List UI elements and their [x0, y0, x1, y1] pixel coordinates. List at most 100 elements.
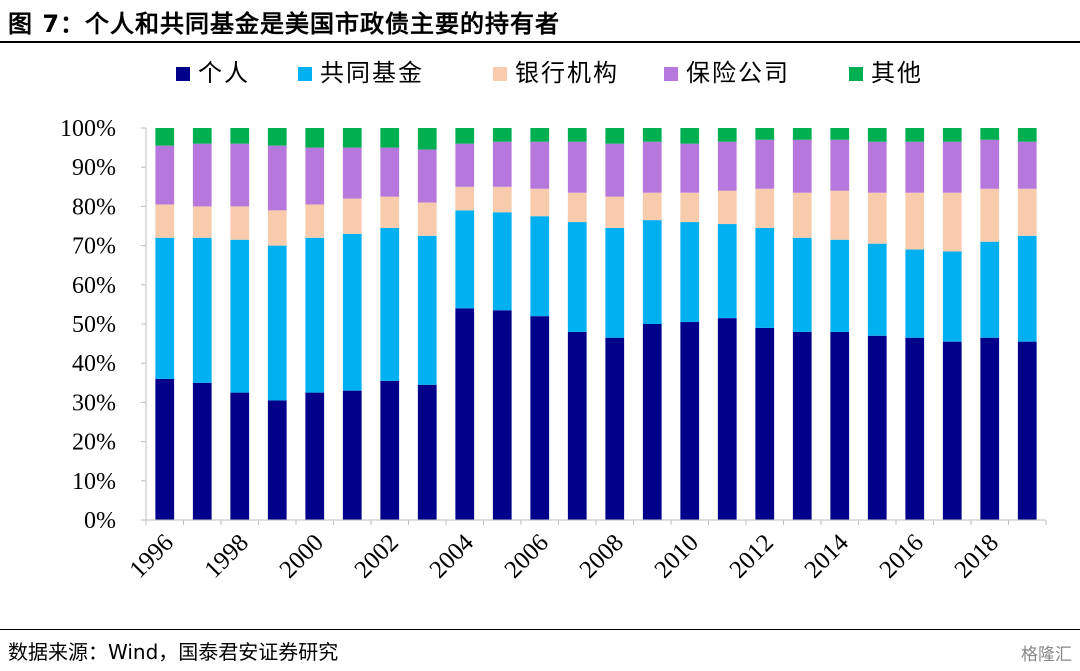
legend-label-2: 共同基金 [320, 59, 424, 87]
bar-2013-series-3 [792, 192, 812, 238]
bar-2016-series-4 [905, 141, 925, 193]
bar-2008-series-1 [605, 337, 625, 520]
bar-1998-series-2 [230, 239, 250, 393]
bar-2007-series-5 [567, 128, 587, 142]
watermark-logo: 格隆汇 [1021, 645, 1072, 665]
bar-2001-series-1 [342, 390, 362, 520]
legend-swatch-5 [849, 67, 863, 81]
figure-title: 图 7：个人和共同基金是美国市政债主要的持有者 [8, 10, 561, 38]
bar-2011-series-3 [717, 190, 737, 225]
x-tick-label-1998: 1998 [200, 529, 254, 583]
x-tick-label-2012: 2012 [725, 529, 779, 583]
bar-2018-series-1 [980, 337, 1000, 520]
bar-2012-series-5 [755, 128, 775, 140]
bar-1997-series-5 [192, 128, 212, 144]
bar-2006-series-3 [530, 188, 550, 217]
x-tick-label-1996: 1996 [125, 529, 179, 583]
bar-2002-series-3 [380, 196, 400, 228]
bar-2013-series-1 [792, 331, 812, 520]
bar-2018-series-3 [980, 188, 1000, 242]
y-tick-label: 90% [72, 155, 116, 181]
bar-2010-series-3 [680, 192, 700, 223]
bar-2004-series-2 [455, 210, 475, 309]
x-tick-label-2014: 2014 [800, 529, 855, 584]
bar-2000-series-1 [305, 392, 325, 520]
bar-2019-series-5 [1017, 128, 1037, 142]
y-tick-label: 60% [72, 273, 116, 299]
bar-2015-series-2 [867, 243, 887, 336]
x-tick-label-2010: 2010 [650, 529, 704, 583]
x-tick-label-2004: 2004 [425, 529, 480, 584]
bar-2010-series-2 [680, 222, 700, 323]
bar-2000-series-2 [305, 237, 325, 393]
y-tick-label: 30% [72, 390, 116, 416]
bar-2014-series-3 [830, 190, 850, 240]
bar-2018-series-4 [980, 139, 1000, 189]
bar-2006-series-4 [530, 141, 550, 189]
bar-2009-series-1 [642, 324, 662, 520]
y-tick-label: 40% [72, 351, 116, 377]
bar-2003-series-4 [417, 149, 437, 203]
x-tick-label-2006: 2006 [500, 529, 554, 583]
bar-2013-series-5 [792, 128, 812, 140]
bar-2004-series-5 [455, 128, 475, 144]
y-tick-label: 10% [72, 469, 116, 495]
bar-1998-series-4 [230, 143, 250, 207]
bar-2017-series-1 [942, 341, 962, 520]
y-tick-label: 70% [72, 234, 116, 260]
bar-1999-series-1 [267, 400, 287, 520]
bar-2013-series-2 [792, 237, 812, 332]
x-tick-label-2000: 2000 [275, 529, 329, 583]
bar-2007-series-2 [567, 222, 587, 332]
bar-2016-series-3 [905, 192, 925, 250]
legend-swatch-3 [493, 67, 507, 81]
y-axis: 0% 10% 20% 30% 40% 50% 60% 70% 80% 90% 100% [60, 116, 147, 534]
bar-2012-series-2 [755, 227, 775, 328]
bar-1996-series-3 [155, 204, 175, 238]
bar-2007-series-1 [567, 331, 587, 520]
bar-1996-series-2 [155, 237, 175, 379]
bar-1998-series-5 [230, 128, 250, 144]
legend-label-3: 银行机构 [515, 59, 619, 87]
legend-swatch-4 [664, 67, 678, 81]
bar-1996-series-4 [155, 145, 175, 205]
y-tick-label: 0% [84, 508, 116, 534]
bar-2019-series-2 [1017, 235, 1037, 342]
bar-2008-series-5 [605, 128, 625, 144]
bar-2011-series-5 [717, 128, 737, 142]
bar-2008-series-4 [605, 143, 625, 197]
bar-2010-series-4 [680, 143, 700, 193]
bar-2012-series-3 [755, 188, 775, 228]
bar-2004-series-1 [455, 308, 475, 520]
bar-2012-series-1 [755, 327, 775, 520]
bar-1997-series-3 [192, 206, 212, 238]
bar-2004-series-3 [455, 186, 475, 211]
bar-2011-series-2 [717, 224, 737, 319]
bar-2002-series-1 [380, 380, 400, 520]
bar-2004-series-4 [455, 143, 475, 187]
legend-label-1: 个人 [198, 59, 250, 87]
bottom-rule [0, 629, 1080, 630]
bar-2018-series-5 [980, 128, 1000, 140]
bar-1997-series-1 [192, 382, 212, 520]
bar-2009-series-4 [642, 141, 662, 193]
bar-2017-series-3 [942, 192, 962, 252]
bar-2016-series-5 [905, 128, 925, 142]
bar-2009-series-5 [642, 128, 662, 142]
bar-2003-series-2 [417, 235, 437, 385]
bar-2009-series-3 [642, 192, 662, 221]
bar-1999-series-2 [267, 245, 287, 401]
x-tick-label-2018: 2018 [950, 529, 1004, 583]
bar-2011-series-4 [717, 141, 737, 191]
bar-1998-series-3 [230, 206, 250, 240]
bar-1999-series-3 [267, 210, 287, 246]
bar-2007-series-4 [567, 141, 587, 193]
title-rule [0, 41, 1080, 43]
bar-2008-series-3 [605, 196, 625, 228]
y-tick-label: 20% [72, 430, 116, 456]
bar-2001-series-3 [342, 198, 362, 234]
bar-2015-series-4 [867, 141, 887, 193]
bar-2003-series-3 [417, 202, 437, 236]
bar-1996-series-5 [155, 128, 175, 146]
bar-2019-series-3 [1017, 188, 1037, 236]
